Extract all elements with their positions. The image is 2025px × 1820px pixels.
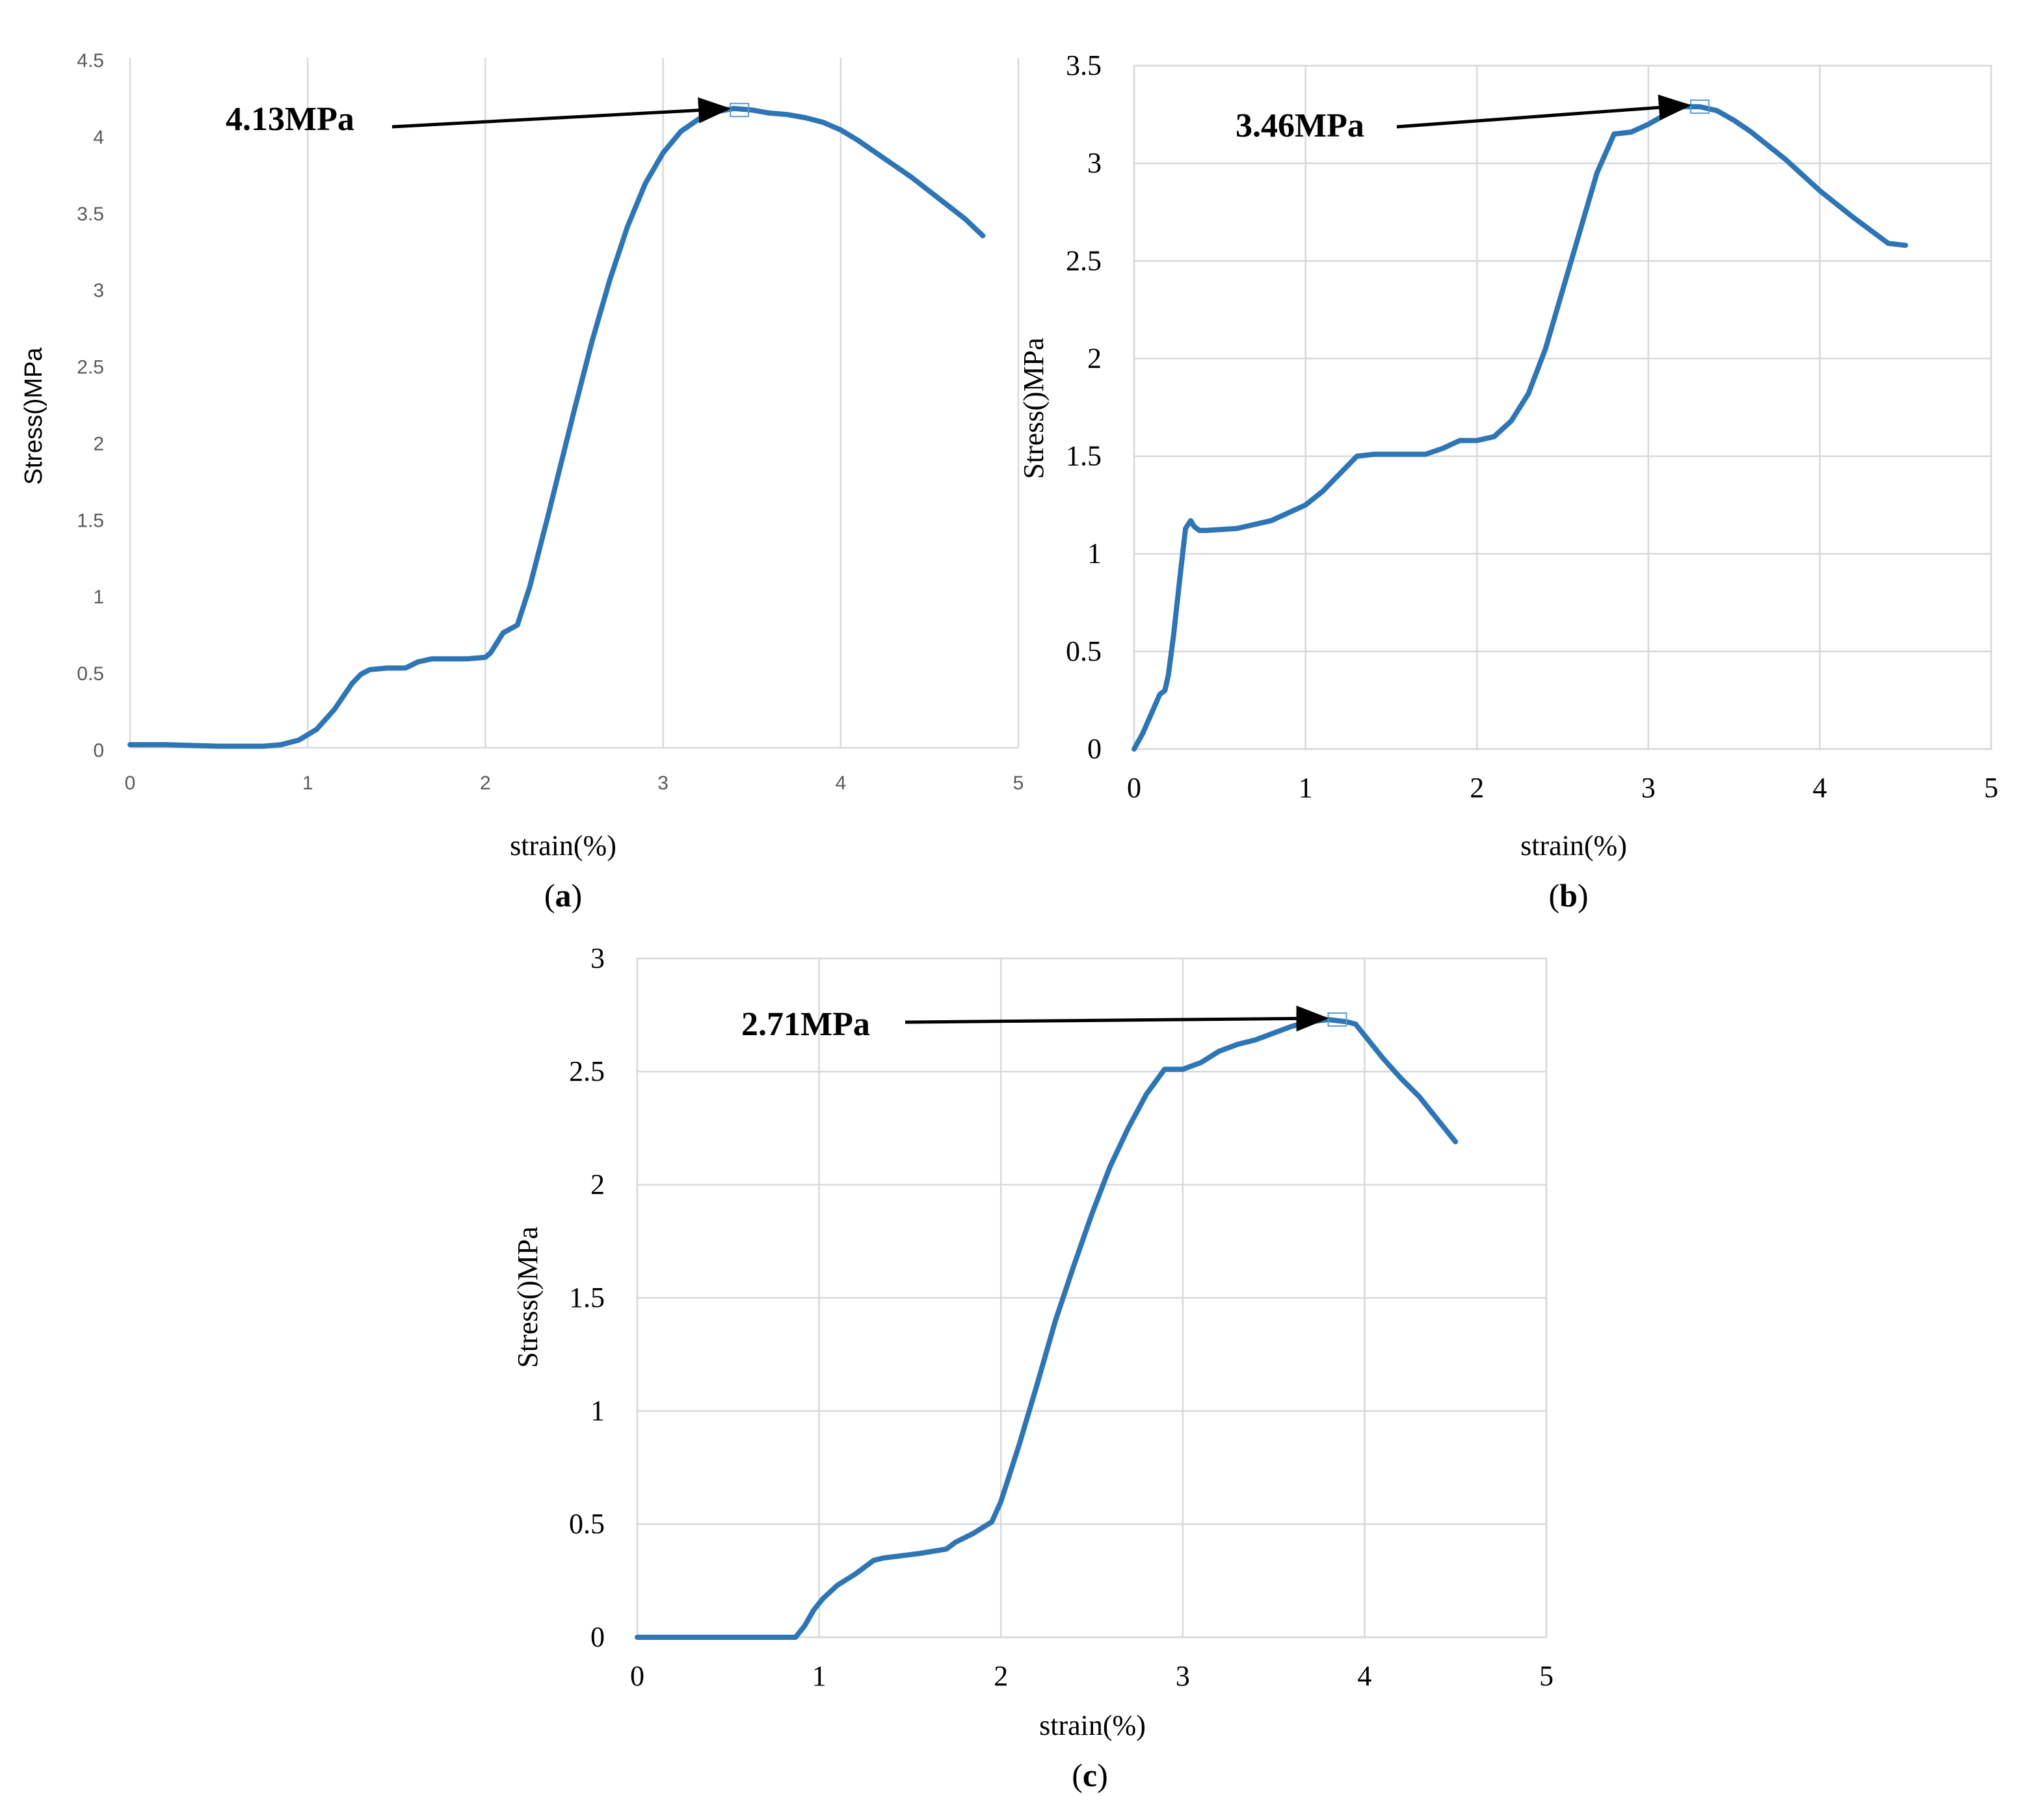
panel-a-y-tick-label: 1.5	[77, 510, 104, 531]
panel-b-y-tick-label: 2.5	[1066, 244, 1102, 276]
panel-c-y-tick-label: 2	[590, 1168, 605, 1200]
panel-c-annotation-arrow	[905, 1005, 1329, 1032]
panel-b-x-tick-label: 5	[1984, 772, 1998, 804]
panel-a-y-tick-label: 0.5	[77, 663, 104, 685]
panel-c-x-tick-label: 0	[630, 1660, 644, 1692]
panel-a-x-tick-label: 0	[125, 772, 136, 794]
panel-c-x-tick-label: 4	[1357, 1660, 1371, 1692]
panel-a-label: (a)	[544, 877, 582, 914]
panel-c-y-ticks: 0 0.5 1 1.5 2 2.5 3	[569, 942, 605, 1653]
panel-b-y-ticks: 0 0.5 1 1.5 2 2.5 3 3.5	[1066, 49, 1102, 765]
panel-c-plot-frame	[636, 957, 1548, 1639]
panel-b-label: (b)	[1548, 877, 1588, 914]
chart-panel-b: 0 1 2 3 4 5 0 0.5 1 1.5 2 2.5 3 3.5 3.46MPa strain(%…	[1018, 49, 1998, 914]
panel-c-x-tick-label: 2	[994, 1660, 1008, 1692]
panel-b-xlabel: strain(%)	[1520, 830, 1627, 862]
panel-c-x-tick-label: 5	[1539, 1660, 1554, 1692]
panel-a-y-tick-label: 2	[93, 433, 104, 455]
panel-c-label: (c)	[1072, 1757, 1108, 1793]
panel-a-grid	[129, 58, 1020, 749]
panel-b-annotation-arrow	[1396, 94, 1691, 129]
panel-a-x-tick-label: 4	[835, 772, 846, 794]
panel-c-x-ticks: 0 1 2 3 4 5	[630, 1660, 1554, 1692]
panel-b-x-tick-label: 2	[1470, 772, 1484, 804]
panel-b-grid	[1133, 64, 1992, 750]
panel-c-xlabel: strain(%)	[1039, 1709, 1146, 1741]
panel-c-series-line	[635, 1017, 1459, 1640]
panel-a-ylabel: Stress()MPa	[20, 347, 47, 485]
panel-c-y-tick-label: 1	[590, 1395, 605, 1427]
panel-b-series-line	[1132, 104, 1909, 752]
panel-b-x-tick-label: 0	[1127, 772, 1141, 804]
panel-a-y-ticks: 0 0.5 1 1.5 2 2.5 3 3.5 4 4.5	[77, 50, 104, 761]
panel-b-y-tick-label: 3.5	[1066, 49, 1102, 81]
panel-b-x-tick-label: 4	[1812, 772, 1827, 804]
panel-c-y-tick-label: 0	[590, 1621, 605, 1653]
panel-b-plot-frame	[1133, 64, 1992, 750]
panel-a-y-tick-label: 4.5	[77, 50, 104, 72]
chart-panel-a: 0 1 2 3 4 5 0 0.5 1 1.5 2 2.5 3 3.5 4 4.5 4.13MPa stra…	[20, 50, 1024, 914]
panel-a-xlabel: strain(%)	[510, 830, 616, 862]
panel-a-series-line	[127, 105, 986, 749]
panel-a-y-tick-label: 3.5	[77, 204, 104, 225]
panel-b-y-tick-label: 1.5	[1066, 440, 1102, 472]
panel-a-y-tick-label: 4	[93, 127, 104, 148]
panel-c-y-tick-label: 1.5	[569, 1282, 605, 1313]
panel-a-x-tick-label: 1	[302, 772, 313, 794]
panel-b-ylabel: Stress()MPa	[1018, 337, 1050, 479]
panel-c-grid	[636, 957, 1548, 1639]
panel-a-y-tick-label: 0	[93, 740, 104, 761]
panel-b-annotation: 3.46MPa	[1236, 107, 1364, 144]
panel-b-y-tick-label: 0.5	[1066, 635, 1102, 667]
panel-c-x-tick-label: 3	[1176, 1660, 1190, 1692]
panel-c-x-tick-label: 1	[812, 1660, 827, 1692]
panel-a-x-ticks: 0 1 2 3 4 5	[125, 772, 1024, 794]
panel-b-x-ticks: 0 1 2 3 4 5	[1127, 772, 1998, 804]
panel-b-y-tick-label: 1	[1087, 538, 1102, 570]
panel-b-y-tick-label: 3	[1087, 147, 1102, 179]
panel-a-annotation: 4.13MPa	[226, 101, 354, 138]
panel-c-annotation: 2.71MPa	[741, 1006, 870, 1043]
panel-b-y-tick-label: 2	[1087, 342, 1102, 374]
panel-c-ylabel: Stress()MPa	[512, 1226, 544, 1368]
panel-a-y-tick-label: 3	[93, 280, 104, 302]
panel-b-y-tick-label: 0	[1087, 733, 1102, 765]
panel-a-y-tick-label: 1	[93, 587, 104, 608]
panel-b-x-tick-label: 1	[1299, 772, 1313, 804]
panel-a-y-tick-label: 2.5	[77, 357, 104, 378]
panel-c-y-tick-label: 3	[590, 942, 605, 974]
panel-c-y-tick-label: 0.5	[569, 1508, 605, 1540]
panel-a-x-tick-label: 2	[480, 772, 491, 794]
panel-a-x-tick-label: 3	[657, 772, 668, 794]
panel-c-y-tick-label: 2.5	[569, 1055, 605, 1087]
chart-panel-c: 0 1 2 3 4 5 0 0.5 1 1.5 2 2.5 3 2.71MPa strain(%) S…	[512, 942, 1554, 1793]
panel-a-x-tick-label: 5	[1013, 772, 1024, 794]
panel-a-annotation-arrow	[391, 97, 732, 129]
panel-b-x-tick-label: 3	[1641, 772, 1656, 804]
